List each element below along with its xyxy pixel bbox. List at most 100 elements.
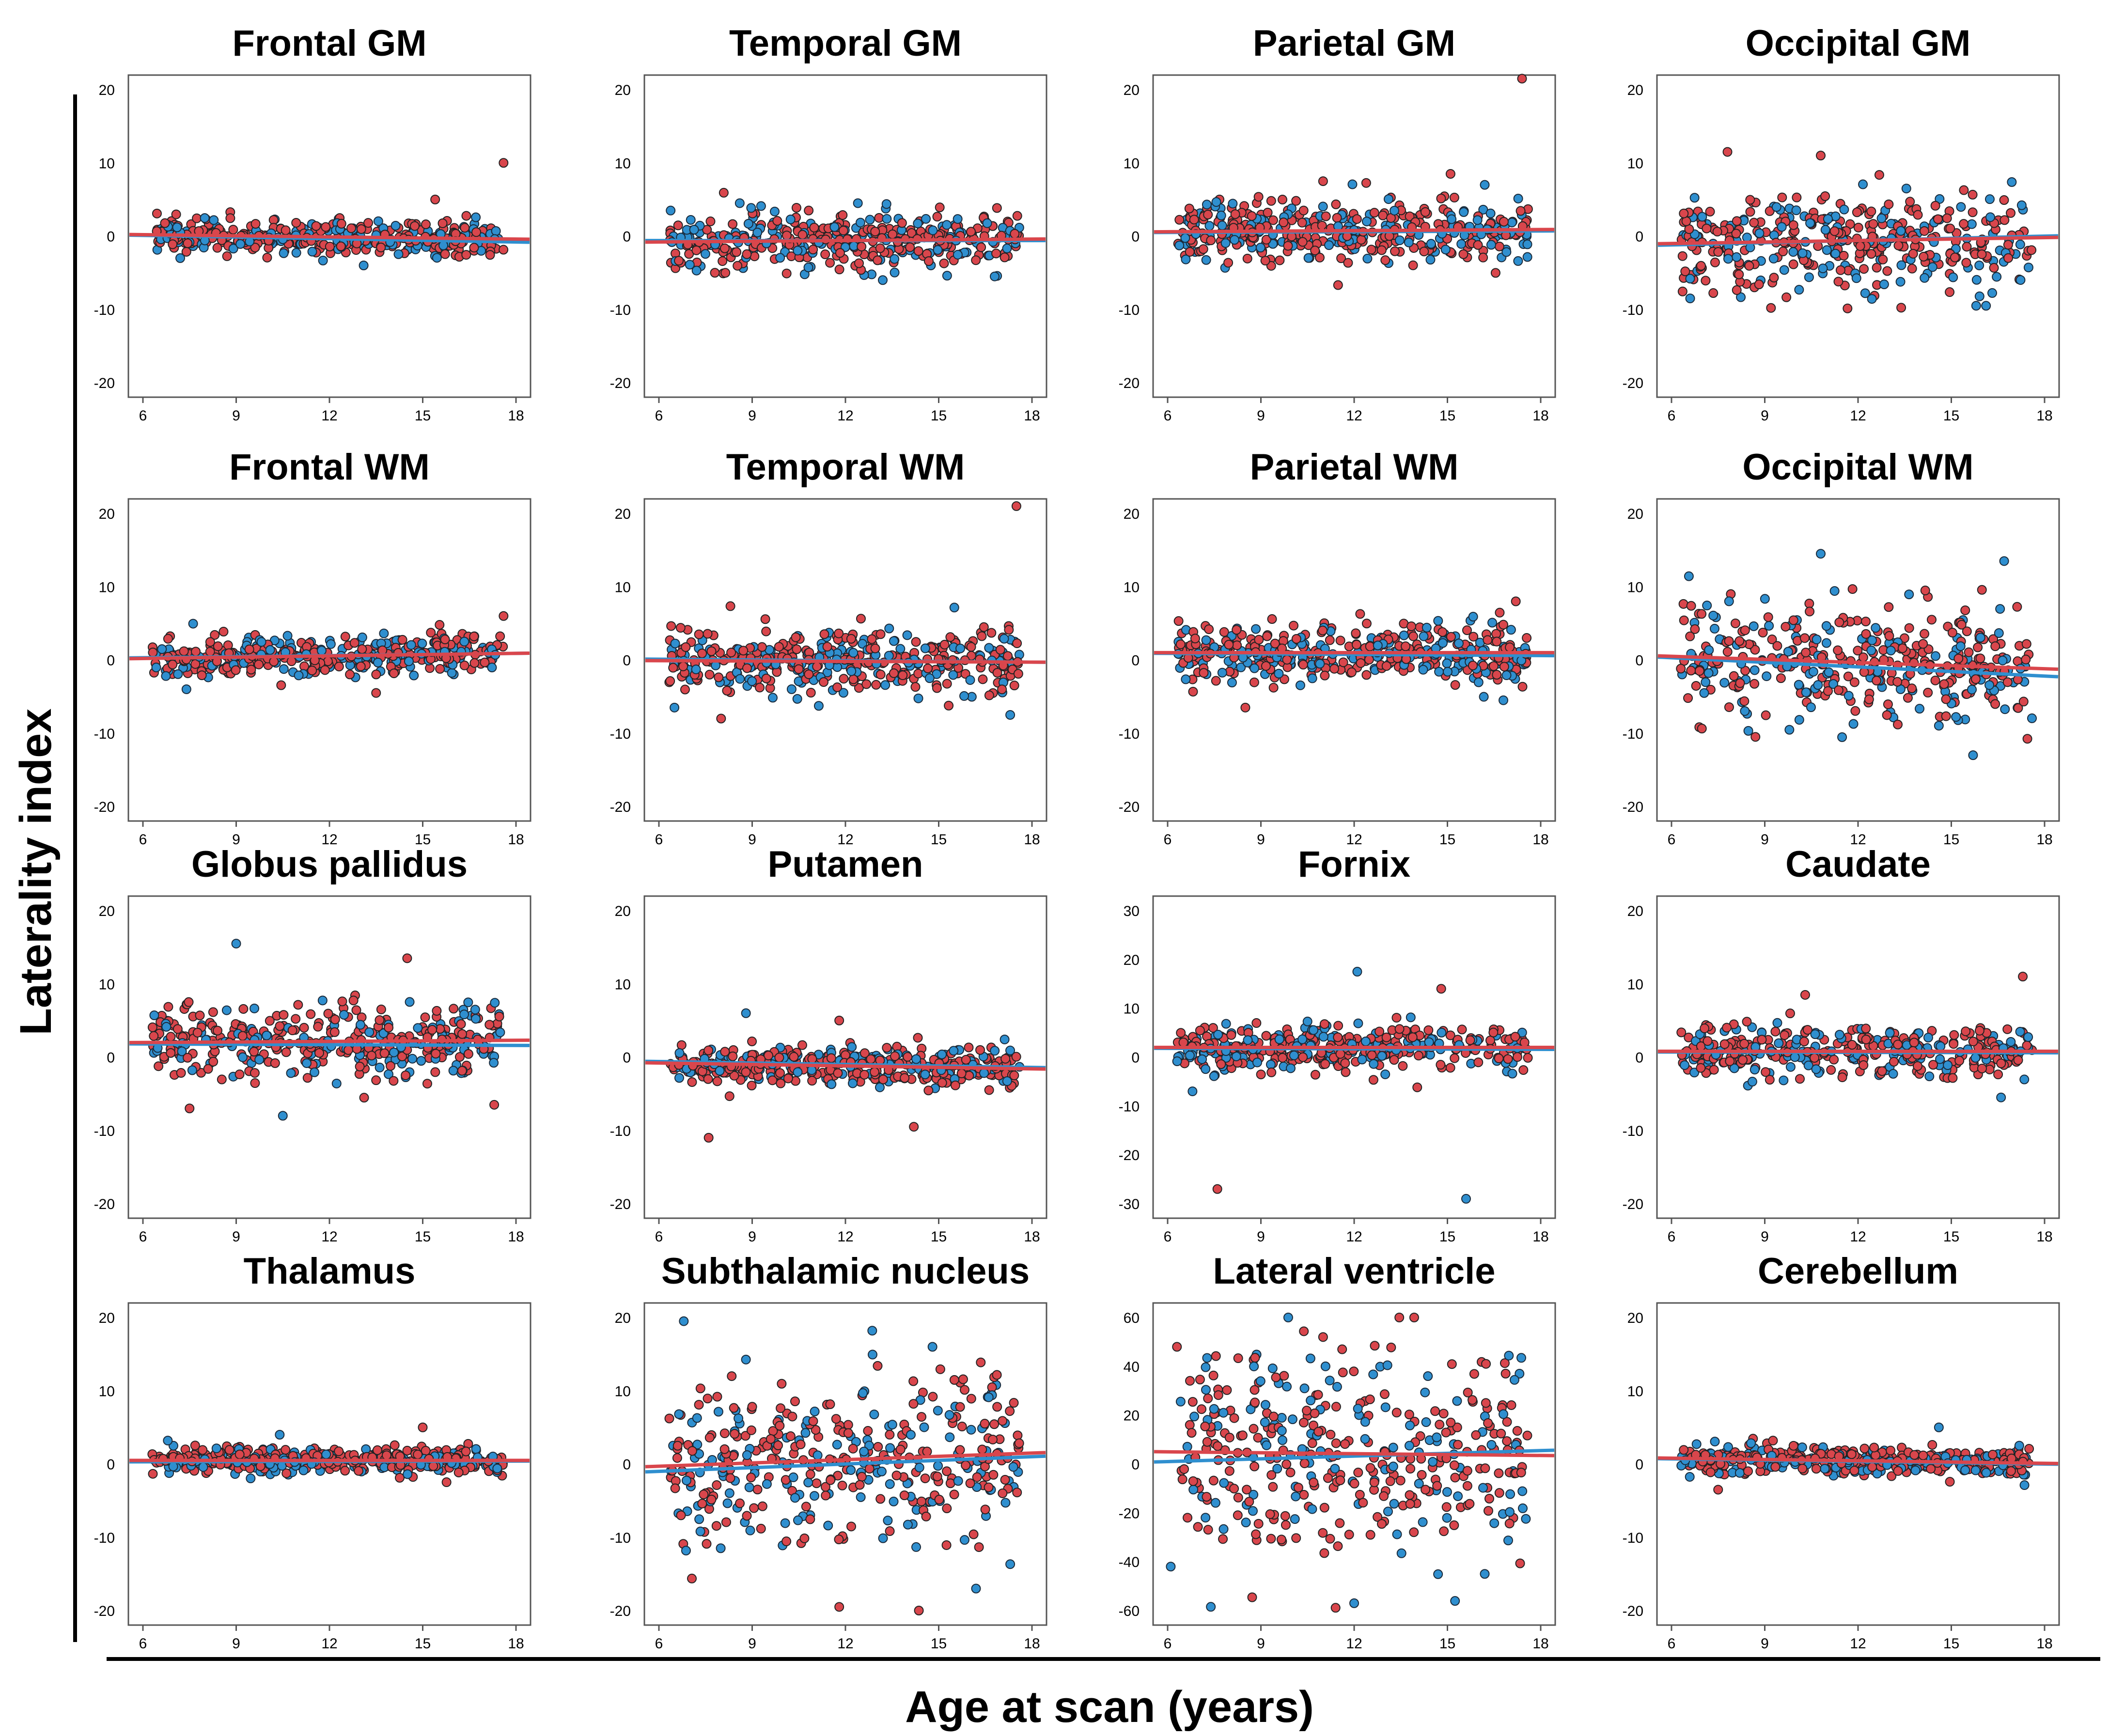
point-blue — [1185, 1050, 1195, 1060]
point-red — [939, 258, 949, 268]
point-red — [435, 664, 445, 674]
point-red — [1351, 639, 1361, 650]
point-red — [1852, 207, 1862, 217]
y-tick-label: 10 — [1124, 1001, 1140, 1017]
y-tick-label: 10 — [99, 976, 115, 992]
point-red — [1990, 699, 2000, 709]
point-red — [231, 665, 241, 675]
point-blue — [984, 643, 994, 653]
point-red — [1437, 627, 1448, 637]
point-red — [1801, 648, 1811, 658]
point-red — [1826, 1065, 1836, 1075]
point-red — [1739, 696, 1750, 706]
point-red — [457, 1029, 467, 1039]
point-red — [935, 202, 945, 213]
point-red — [1335, 1049, 1345, 1059]
point-red — [819, 677, 829, 687]
point-red — [1855, 241, 1865, 251]
point-red — [1884, 602, 1894, 612]
point-blue — [1201, 635, 1211, 645]
point-red — [376, 1004, 386, 1014]
point-blue — [1801, 687, 1811, 698]
point-red — [706, 646, 717, 656]
point-outlier — [1011, 501, 1021, 511]
point-blue — [884, 651, 894, 661]
point-blue — [1174, 240, 1185, 250]
point-blue — [316, 646, 327, 656]
point-red — [329, 1027, 340, 1037]
point-blue — [491, 226, 501, 236]
point-red — [725, 601, 735, 611]
point-blue — [1459, 207, 1469, 217]
y-tick-label: -20 — [94, 1196, 115, 1212]
point-blue — [933, 245, 943, 255]
point-blue — [1785, 1062, 1796, 1072]
point-red — [250, 1068, 260, 1078]
point-red — [1468, 660, 1478, 670]
point-red — [1680, 266, 1690, 277]
point-red — [1676, 664, 1686, 674]
point-blue — [1743, 726, 1753, 736]
point-blue — [1251, 624, 1261, 634]
point-red — [287, 1025, 297, 1036]
point-red — [1781, 292, 1792, 302]
point-red — [1503, 1054, 1513, 1064]
point-red — [2002, 677, 2013, 687]
point-blue — [151, 662, 161, 672]
point-red — [1310, 1070, 1320, 1080]
point-red — [898, 670, 908, 681]
point-red — [250, 243, 260, 253]
x-tick-label: 18 — [2036, 408, 2052, 424]
point-red — [1734, 269, 1744, 279]
point-blue — [291, 248, 301, 258]
y-tick-label: -10 — [1623, 726, 1643, 742]
point-red — [1959, 185, 1969, 195]
point-red — [1000, 252, 1010, 263]
point-red — [183, 1053, 193, 1063]
y-tick-label: -20 — [610, 799, 631, 815]
point-blue — [1992, 272, 2002, 282]
point-blue — [847, 1042, 857, 1052]
x-tick-label: 6 — [1164, 408, 1172, 424]
point-red — [1990, 641, 2000, 651]
point-blue — [2023, 1032, 2033, 1042]
point-red — [1492, 636, 1502, 647]
point-blue — [785, 214, 796, 224]
point-blue — [1975, 633, 1985, 643]
point-blue — [1172, 1056, 1182, 1067]
point-red — [1473, 240, 1483, 250]
point-blue — [1447, 214, 1457, 224]
point-red — [1730, 618, 1740, 628]
point-red — [1458, 249, 1468, 259]
x-tick-label: 12 — [321, 1636, 337, 1652]
y-tick-label: 20 — [615, 506, 631, 522]
point-red — [1907, 264, 1917, 274]
point-red — [1847, 584, 1858, 594]
point-red — [1697, 724, 1707, 734]
point-blue — [1507, 217, 1517, 228]
point-blue — [1794, 285, 1804, 295]
point-red — [1343, 258, 1353, 268]
point-red — [1696, 261, 1706, 271]
point-blue — [1896, 226, 1906, 236]
point-blue — [691, 664, 701, 674]
point-red — [1204, 624, 1214, 635]
point-red — [1203, 210, 1213, 220]
point-red — [1260, 256, 1270, 266]
point-red — [357, 644, 367, 654]
point-red — [154, 1061, 164, 1071]
point-red — [2003, 253, 2014, 263]
point-red — [2003, 240, 2013, 250]
point-red — [1012, 211, 1022, 221]
point-red — [741, 1067, 751, 1077]
point-red — [228, 225, 238, 235]
point-blue — [1289, 1050, 1299, 1060]
point-red — [1317, 625, 1328, 636]
point-blue — [448, 1066, 458, 1076]
point-red — [1725, 1056, 1735, 1066]
point-red — [2018, 697, 2029, 707]
point-red — [349, 638, 359, 648]
